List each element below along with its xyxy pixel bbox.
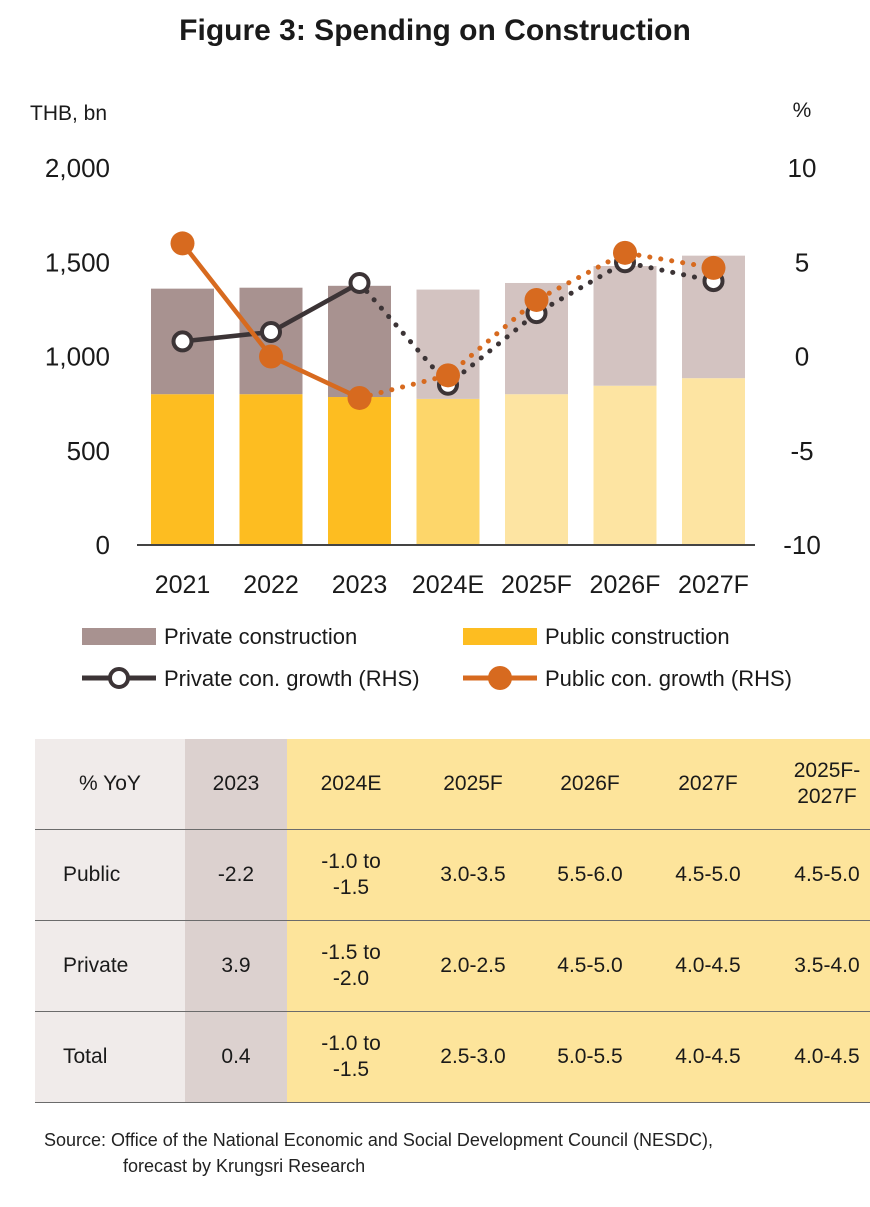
table-cell: 5.0-5.5 xyxy=(531,1011,649,1103)
public-growth-point xyxy=(170,231,195,256)
table-cell: 4.0-4.5 xyxy=(767,1011,870,1103)
x-tick-label: 2025F xyxy=(501,571,572,599)
x-tick-label: 2027F xyxy=(678,571,749,599)
bar-private xyxy=(593,266,657,386)
table-cell: 3.0-3.5 xyxy=(415,829,531,921)
construction-chart: THB, bn % 2,000 1,500 1,000 500 0 10 5 0 -5 -10 2021… xyxy=(30,99,821,691)
bar-public xyxy=(416,398,480,545)
legend-marker-private-growth xyxy=(108,667,130,689)
table-cell: 0.4 xyxy=(185,1011,287,1103)
public-growth-point xyxy=(347,385,372,410)
public-growth-point xyxy=(524,287,549,312)
x-tick-label: 2021 xyxy=(155,571,211,599)
private-growth-point xyxy=(348,271,371,294)
legend-swatch-private xyxy=(82,628,156,645)
table-row: Private 3.9 -1.5 to -2.0 2.0-2.5 4.5-5.0 4.0-4… xyxy=(35,920,870,1012)
left-tick-label: 500 xyxy=(67,436,110,466)
left-tick-label: 1,500 xyxy=(45,247,110,277)
table-cell: 4.5-5.0 xyxy=(531,920,649,1012)
x-tick-label: 2026F xyxy=(590,571,661,599)
legend-label-public-growth: Public con. growth (RHS) xyxy=(545,666,792,691)
public-growth-point xyxy=(436,363,460,388)
x-tick-label: 2023 xyxy=(332,571,388,599)
public-growth-point xyxy=(701,255,726,280)
private-growth-point xyxy=(260,320,282,343)
table-cell: -1.0 to -1.5 xyxy=(287,1011,415,1103)
table-header-cell: 2024E xyxy=(287,739,415,830)
bar-public xyxy=(239,394,303,545)
legend-label-private-growth: Private con. growth (RHS) xyxy=(164,666,420,691)
table-row: Total 0.4 -1.0 to -1.5 2.5-3.0 5.0-5.5 4.0-4.5… xyxy=(35,1011,870,1103)
private-growth-line-forecast xyxy=(357,259,716,389)
source-line-2: forecast by Krungsri Research xyxy=(123,1156,366,1176)
x-tick-label: 2022 xyxy=(243,571,299,599)
table-cell: -1.0 to -1.5 xyxy=(287,829,415,921)
table-row-label: Public xyxy=(35,829,185,921)
yoy-table: % YoY 2023 2024E 2025F 2026F 2027F 2025F- 2027F… xyxy=(35,739,870,1103)
legend-label-private: Private construction xyxy=(164,624,357,649)
legend-marker-public-growth xyxy=(488,666,512,690)
bar-public xyxy=(505,394,568,545)
table-cell: 5.5-6.0 xyxy=(531,829,649,921)
source-line-1: Source: Office of the National Economic … xyxy=(44,1130,713,1150)
source-note: Source: Office of the National Economic … xyxy=(44,1127,713,1179)
table-row-label: Total xyxy=(35,1011,185,1103)
table-header-cell: 2027F xyxy=(649,739,767,830)
right-tick-label: 5 xyxy=(795,247,809,277)
public-growth-point xyxy=(613,240,637,265)
bar-public xyxy=(682,378,745,545)
right-tick-label: 0 xyxy=(795,342,809,372)
table-cell: -2.2 xyxy=(185,829,287,921)
bar-public xyxy=(151,394,214,545)
legend-label-public: Public construction xyxy=(545,624,730,649)
private-growth-point xyxy=(171,330,194,353)
table-row-label: Private xyxy=(35,920,185,1012)
bar-public xyxy=(593,385,657,545)
chart-title: Figure 3: Spending on Construction xyxy=(179,14,691,47)
right-tick-label: -5 xyxy=(790,436,813,466)
bar-public xyxy=(328,397,391,545)
table-cell: 4.5-5.0 xyxy=(649,829,767,921)
left-tick-label: 1,000 xyxy=(45,342,110,372)
table-header-row: % YoY 2023 2024E 2025F 2026F 2027F 2025F- 2027F xyxy=(35,739,870,830)
left-tick-label: 0 xyxy=(96,530,110,560)
left-tick-label: 2,000 xyxy=(45,153,110,183)
table-row: Public -2.2 -1.0 to -1.5 3.0-3.5 5.5-6.0 4.5-5… xyxy=(35,829,870,921)
table-cell: 3.5-4.0 xyxy=(767,920,870,1012)
legend-swatch-public xyxy=(463,628,537,645)
table-header-cell: 2025F- 2027F xyxy=(767,739,870,830)
table-cell: 4.0-4.5 xyxy=(649,920,767,1012)
table-header-cell: % YoY xyxy=(35,739,185,830)
right-axis-unit: % xyxy=(793,99,812,122)
table-cell: -1.5 to -2.0 xyxy=(287,920,415,1012)
right-tick-label: 10 xyxy=(788,153,817,183)
table-header-cell: 2026F xyxy=(531,739,649,830)
bar-private xyxy=(328,285,391,398)
table-cell: 3.9 xyxy=(185,920,287,1012)
public-growth-point xyxy=(259,344,283,369)
left-axis-unit: THB, bn xyxy=(30,102,107,125)
right-tick-label: -10 xyxy=(783,530,821,560)
table-cell: 4.5-5.0 xyxy=(767,829,870,921)
table-cell: 2.0-2.5 xyxy=(415,920,531,1012)
table-header-cell: 2025F xyxy=(415,739,531,830)
x-tick-label: 2024E xyxy=(412,571,484,599)
table-cell: 2.5-3.0 xyxy=(415,1011,531,1103)
table-cell: 4.0-4.5 xyxy=(649,1011,767,1103)
table-header-cell: 2023 xyxy=(185,739,287,830)
